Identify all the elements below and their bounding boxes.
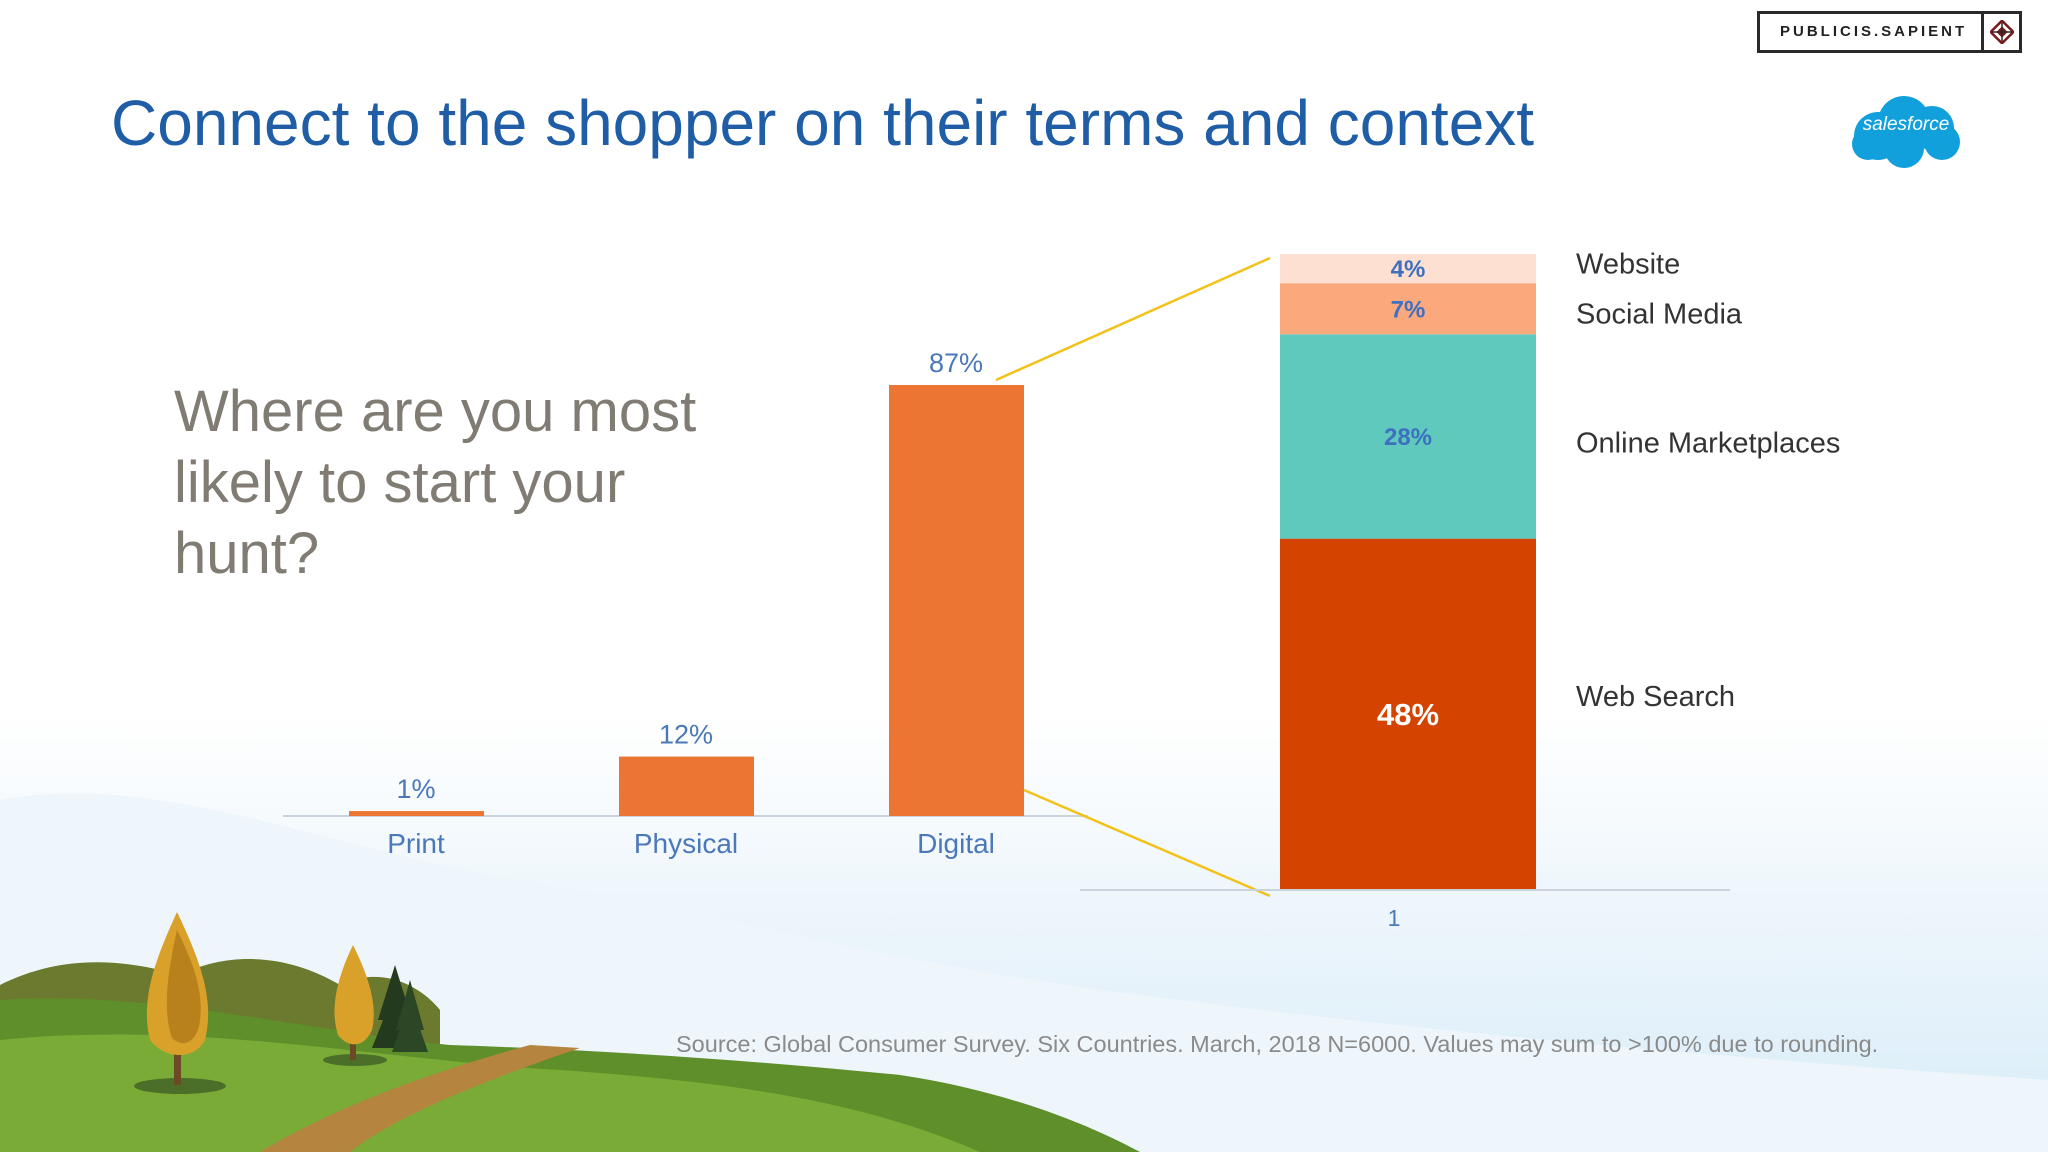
category-label-digital: Digital (917, 828, 995, 859)
segment-social-media (1280, 283, 1536, 335)
segment-label-web-search: 48% (1377, 697, 1439, 732)
legend-website: Website (1576, 249, 1680, 281)
bar-digital (889, 385, 1024, 816)
segment-label-social-media: 7% (1391, 296, 1426, 323)
value-label-print: 1% (396, 774, 435, 804)
source-footnote: Source: Global Consumer Survey. Six Coun… (676, 1031, 1879, 1057)
breakdown-category-label: 1 (1388, 905, 1401, 931)
publicis-sapient-wordmark: PUBLICIS.SAPIENT (1780, 23, 1968, 40)
survey-question: Where are you most likely to start your … (174, 379, 697, 586)
value-label-physical: 12% (659, 720, 713, 750)
value-label-digital: 87% (929, 348, 983, 378)
legend-online-marketplaces: Online Marketplaces (1576, 427, 1840, 459)
salesforce-cloud-icon (1852, 96, 1960, 168)
legend-web-search: Web Search (1576, 681, 1735, 713)
segment-label-website: 4% (1391, 256, 1426, 283)
slide-title: Connect to the shopper on their terms an… (111, 87, 1535, 159)
segment-web-search (1280, 538, 1536, 889)
logo-divider (1981, 14, 1984, 50)
bar-physical (619, 756, 754, 816)
zoom-connector-bottom (1023, 788, 1271, 898)
segment-online-marketplaces (1280, 334, 1536, 539)
category-label-physical: Physical (634, 828, 738, 859)
category-label-print: Print (387, 828, 445, 859)
salesforce-wordmark: salesforce (1862, 114, 1950, 135)
segment-label-online-marketplaces: 28% (1384, 424, 1432, 451)
publicis-sapient-logo: PUBLICIS.SAPIENT (1757, 11, 2022, 53)
segment-website (1280, 254, 1536, 284)
legend-social-media: Social Media (1576, 299, 1743, 331)
zoom-connector-top (995, 256, 1271, 382)
sapient-emblem-icon (1990, 20, 2014, 44)
bar-print (349, 811, 484, 816)
